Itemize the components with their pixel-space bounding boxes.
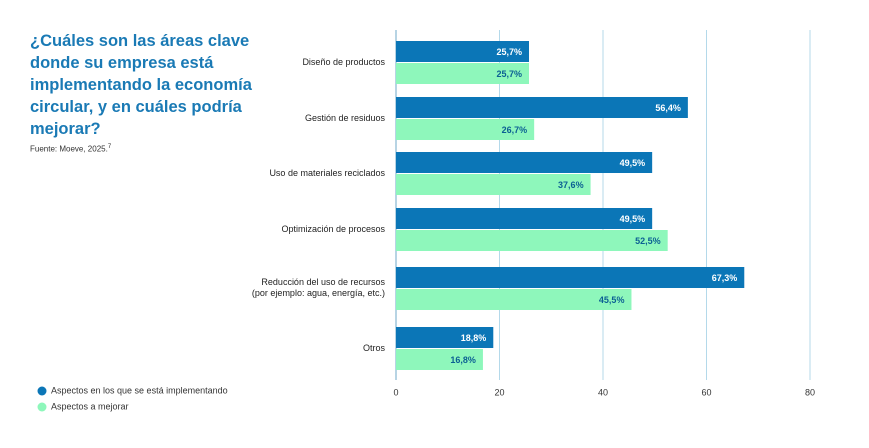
chart-title: ¿Cuáles son las áreas clave donde su emp… (30, 32, 252, 138)
x-tick-label: 60 (701, 387, 711, 397)
value-label: 16,8% (450, 355, 476, 365)
legend-label: Aspectos a mejorar (51, 401, 129, 411)
value-label: 45,5% (599, 295, 625, 305)
bar (396, 349, 483, 370)
bar (396, 97, 688, 118)
source: Fuente: Moeve, 2025.7 (30, 144, 111, 154)
category-label: Otros (362, 342, 385, 353)
x-tick-label: 0 (393, 387, 398, 397)
category-label: Gestión de residuos (304, 112, 385, 123)
bar (396, 230, 668, 251)
value-label: 26,7% (502, 125, 528, 135)
category-label: Reducción del uso de recursos (por ejemp… (251, 277, 385, 298)
source-text: Fuente: Moeve, 2025. (30, 144, 108, 154)
source-note: 7 (107, 144, 112, 150)
value-label: 25,7% (496, 47, 522, 57)
value-label: 67,3% (712, 273, 738, 283)
bar (396, 152, 653, 173)
legend-marker (37, 402, 47, 412)
bar (396, 63, 529, 84)
category-label: Uso de materiales reciclados (269, 167, 385, 178)
value-label: 25,7% (496, 69, 522, 79)
x-tick-label: 80 (805, 387, 815, 397)
value-label: 18,8% (461, 333, 487, 343)
legend-marker (37, 386, 47, 396)
bar (396, 208, 653, 229)
legend-label: Aspectos en los que se está implementand… (51, 385, 228, 395)
value-label: 56,4% (655, 103, 681, 113)
value-label: 49,5% (620, 214, 646, 224)
category-label: Optimización de procesos (281, 223, 385, 234)
value-label: 52,5% (635, 236, 661, 246)
bar (396, 289, 632, 310)
x-tick-label: 40 (598, 387, 608, 397)
bar (396, 41, 529, 62)
value-label: 37,6% (558, 180, 584, 190)
bar (396, 174, 591, 195)
value-label: 49,5% (620, 158, 646, 168)
bar (396, 267, 745, 288)
category-label: Diseño de productos (302, 56, 385, 67)
bar (396, 327, 494, 348)
x-tick-label: 20 (494, 387, 504, 397)
bar (396, 119, 535, 140)
